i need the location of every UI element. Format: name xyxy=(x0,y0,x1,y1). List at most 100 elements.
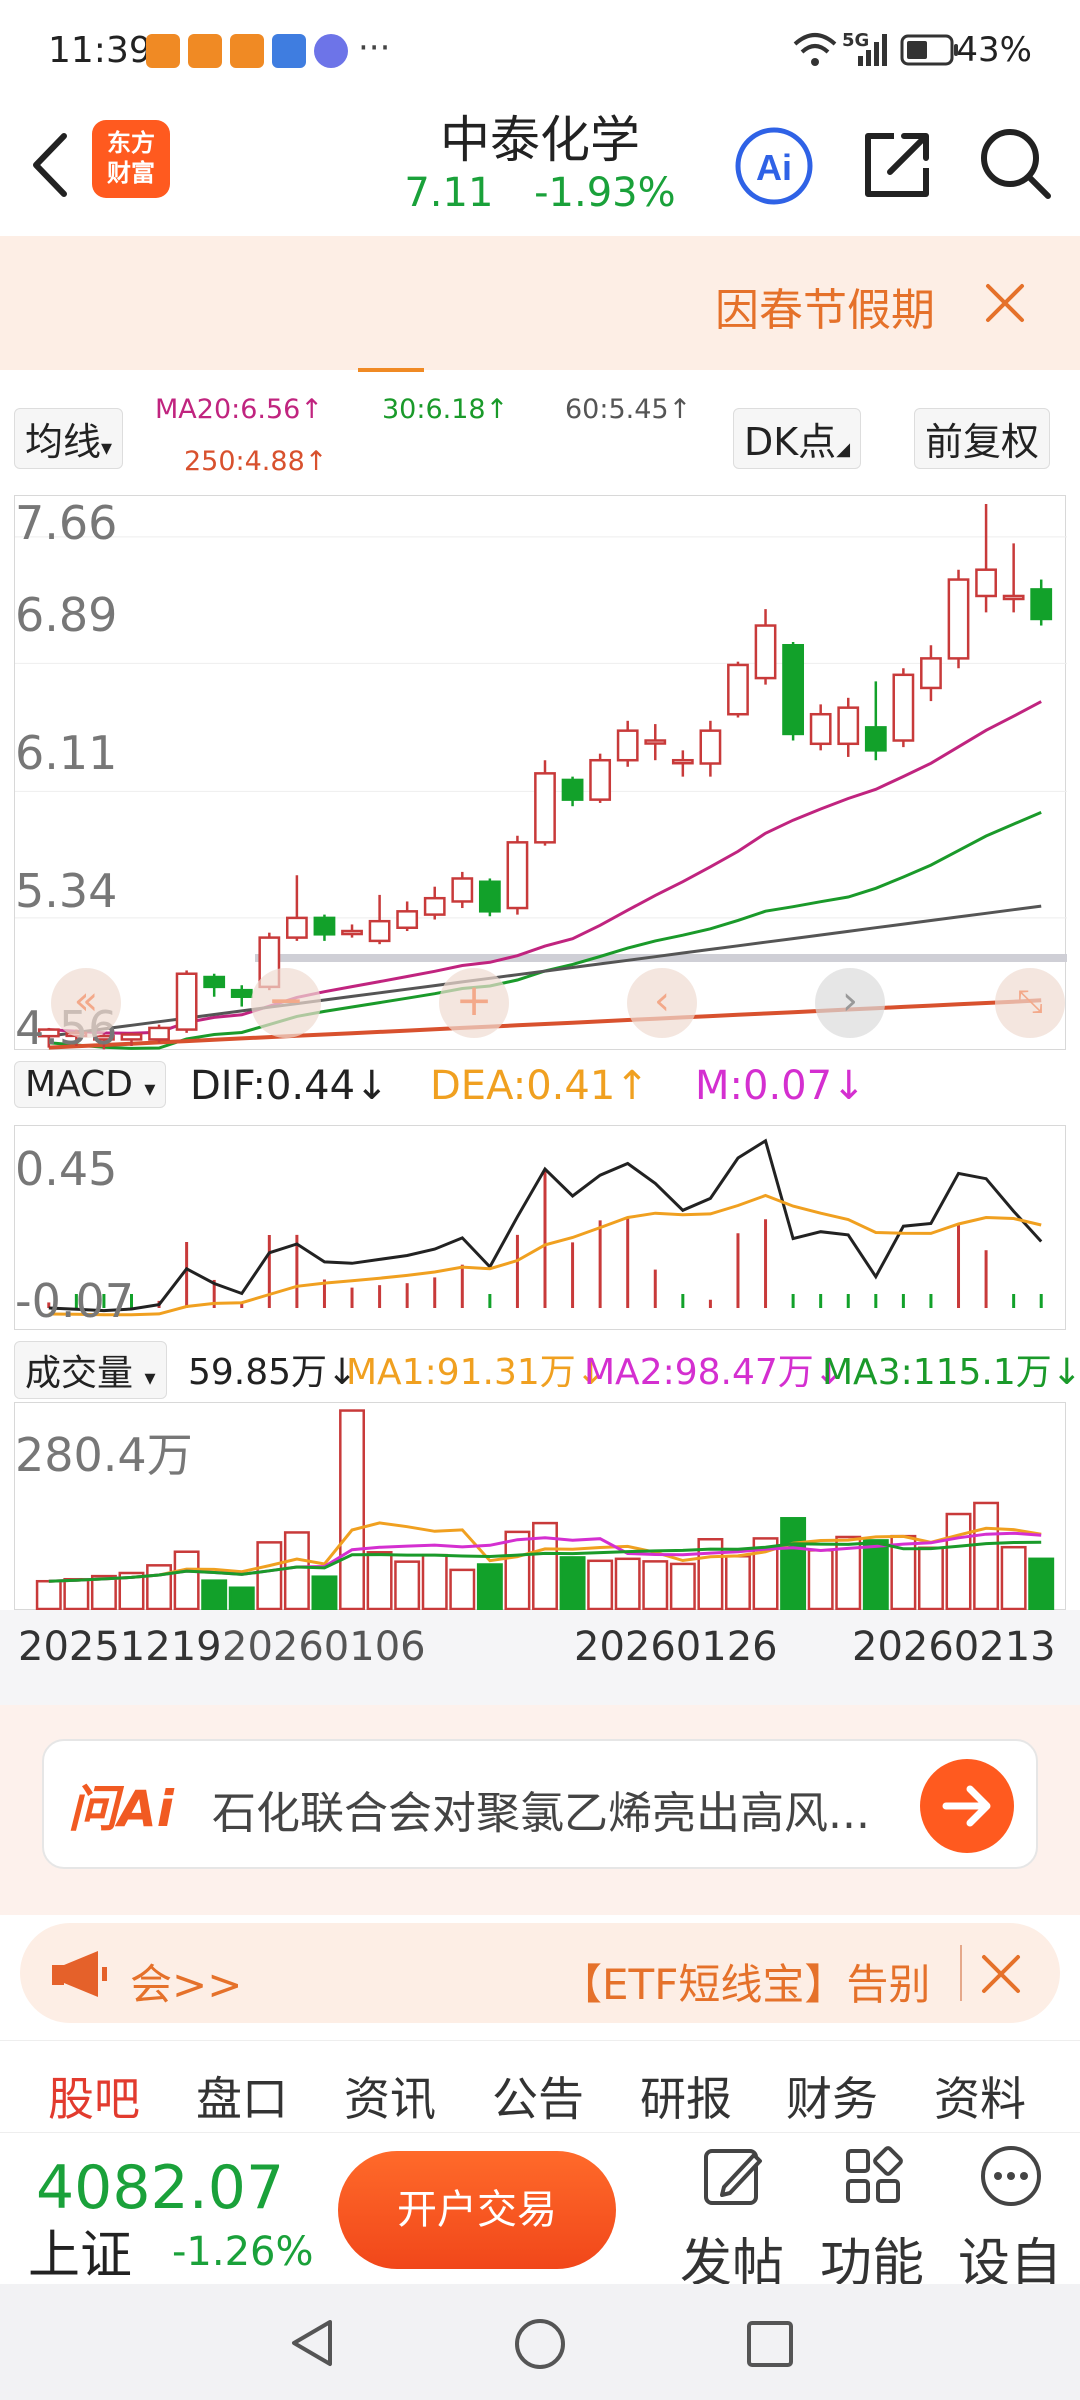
volume-bar xyxy=(835,1535,862,1611)
tab-bar: 股吧 盘口 资讯 公告 研报 财务 资料 xyxy=(0,2040,1080,2132)
stock-name: 中泰化学 xyxy=(440,111,640,169)
notification-app-icon xyxy=(188,34,222,68)
notification-app-icon xyxy=(272,34,306,68)
tab-announcements[interactable]: 公告 xyxy=(492,2072,584,2126)
dea-line xyxy=(48,1193,1042,1317)
ma30-label: 30:6.18↑ xyxy=(382,394,509,425)
rewind-icon[interactable]: « xyxy=(51,968,121,1038)
volume-bar xyxy=(366,1551,393,1611)
volume-current: 59.85万↓ xyxy=(188,1352,358,1393)
macd-chart xyxy=(47,1138,1043,1317)
volume-ma3: MA3:115.1万↓ xyxy=(822,1352,1080,1393)
notification-app-icon xyxy=(146,34,180,68)
corner-arrow-icon: ◢ xyxy=(836,439,851,460)
notice-banner[interactable]: 因春节假期 xyxy=(0,236,1080,370)
share-icon[interactable] xyxy=(858,124,938,204)
candle-body xyxy=(561,778,584,801)
volume-selector[interactable]: 成交量 ▾ xyxy=(14,1341,167,1399)
ma60-line xyxy=(48,904,1042,1038)
volume-bar xyxy=(449,1568,476,1611)
index-quote[interactable]: 4082.07 上证 -1.26% xyxy=(0,2133,330,2286)
volume-bar xyxy=(752,1537,779,1611)
ai-submit-button[interactable] xyxy=(920,1759,1014,1853)
volume-bar xyxy=(807,1549,834,1611)
grid-icon xyxy=(846,2146,903,2203)
open-account-trade-button[interactable]: 开户交易 xyxy=(338,2151,616,2269)
dk-point-button[interactable]: DK点◢ xyxy=(733,408,862,469)
volume-bar xyxy=(559,1556,586,1611)
fullscreen-icon[interactable]: ⤡ xyxy=(995,968,1065,1038)
candle-body xyxy=(699,729,722,765)
candle-body xyxy=(864,726,887,752)
close-icon[interactable] xyxy=(980,278,1030,328)
candle-body xyxy=(506,841,529,910)
music-icon xyxy=(314,34,348,68)
candle-body xyxy=(478,880,501,913)
candle-body xyxy=(975,568,997,598)
volume-chart xyxy=(35,1409,1055,1611)
volume-bar xyxy=(476,1563,503,1611)
dea-value: DEA:0.41↑ xyxy=(430,1063,649,1109)
volume-bar xyxy=(945,1512,972,1611)
zoom-out-icon[interactable]: − xyxy=(251,968,321,1038)
stock-price: 7.11 xyxy=(404,170,494,216)
volume-bar xyxy=(1000,1545,1027,1611)
nav-recents-icon[interactable] xyxy=(744,2318,796,2370)
volume-bar xyxy=(780,1517,807,1611)
candle-body xyxy=(920,657,942,690)
index-name: 上证 xyxy=(28,2226,133,2286)
volume-panel[interactable]: 280.4万 xyxy=(14,1402,1066,1611)
volume-ma3-line xyxy=(48,1540,1042,1583)
index-value: 4082.07 xyxy=(36,2153,285,2223)
candle-body xyxy=(589,758,612,801)
previous-icon[interactable]: ‹ xyxy=(627,968,697,1038)
tab-news[interactable]: 资讯 xyxy=(344,2072,436,2126)
tab-pankou[interactable]: 盘口 xyxy=(196,2072,288,2126)
adjust-button[interactable]: 前复权 xyxy=(914,408,1051,469)
kline-chart[interactable] xyxy=(15,496,1067,1051)
candle-body xyxy=(644,739,667,745)
kline-panel[interactable]: 7.66 6.89 6.11 5.34 4.56 « − + ‹ › ⤡ xyxy=(14,495,1067,1055)
price-tick-label: 6.11 xyxy=(15,726,118,780)
ai-assistant-icon[interactable]: Ai xyxy=(732,124,816,208)
tab-research[interactable]: 研报 xyxy=(640,2072,732,2126)
more-notifications-icon: ··· xyxy=(358,28,391,68)
ma20-line xyxy=(48,700,1042,1035)
tab-finance[interactable]: 财务 xyxy=(786,2072,878,2126)
nav-home-icon[interactable] xyxy=(512,2316,568,2372)
candle-body xyxy=(93,1034,115,1041)
zoom-in-icon[interactable]: + xyxy=(439,968,509,1038)
price-tick-label: 6.89 xyxy=(15,588,118,642)
ai-suggested-query[interactable]: 石化联合会对聚氯乙烯亮出高风... xyxy=(212,1788,870,1839)
candle-body xyxy=(754,624,777,680)
candle-body xyxy=(837,706,860,746)
volume-ma1-line xyxy=(48,1521,1042,1583)
ma250-label: 250:4.88↑ xyxy=(184,446,328,477)
tab-profile[interactable]: 资料 xyxy=(934,2072,1026,2126)
ma250-line xyxy=(48,998,1042,1050)
candle-body xyxy=(616,729,639,762)
promo-banner[interactable]: 会>> 【ETF短线宝】告别 xyxy=(20,1923,1060,2023)
edit-icon xyxy=(704,2149,762,2205)
close-icon[interactable] xyxy=(978,1951,1024,1997)
nav-back-icon[interactable] xyxy=(286,2316,336,2370)
volume-bar xyxy=(973,1501,1000,1611)
ma-toolbar: 均线▾ MA20:6.56↑ 30:6.18↑ 60:5.45↑ 250:4.8… xyxy=(0,390,1080,490)
tab-guba[interactable]: 股吧 xyxy=(48,2072,140,2126)
back-arrow-icon[interactable] xyxy=(26,130,76,200)
candle-body xyxy=(809,712,832,746)
macd-selector[interactable]: MACD ▾ xyxy=(14,1061,167,1108)
volume-bar xyxy=(1028,1557,1055,1611)
macd-panel[interactable]: 0.45 -0.07 xyxy=(14,1125,1066,1330)
volume-bar xyxy=(917,1546,944,1611)
ai-question-box[interactable]: 问Ai 石化联合会对聚氯乙烯亮出高风... xyxy=(42,1739,1038,1869)
arrow-right-icon xyxy=(942,1785,991,1827)
system-nav-bar xyxy=(0,2284,1080,2400)
macd-tick-label: -0.07 xyxy=(15,1274,135,1328)
volume-selector-label: 成交量 xyxy=(25,1353,134,1394)
signal-icon xyxy=(858,34,887,66)
volume-bar xyxy=(614,1557,641,1611)
next-icon[interactable]: › xyxy=(815,968,885,1038)
avg-line-selector[interactable]: 均线▾ xyxy=(14,408,124,469)
search-icon[interactable] xyxy=(976,124,1056,204)
